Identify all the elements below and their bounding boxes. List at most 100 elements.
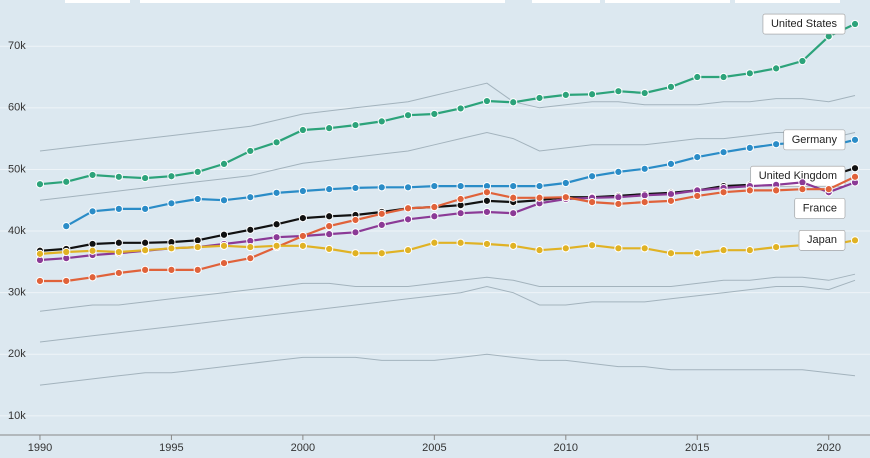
series-line — [39, 23, 856, 186]
point — [193, 194, 202, 204]
y-tick-label: 60k — [8, 102, 26, 114]
point — [219, 241, 229, 250]
point — [272, 233, 281, 242]
point — [640, 244, 649, 253]
x-tick-label: 2015 — [685, 442, 709, 454]
point — [351, 215, 360, 225]
point — [509, 193, 518, 202]
point — [456, 104, 465, 113]
point — [88, 246, 97, 255]
point — [587, 172, 597, 181]
point — [824, 185, 833, 194]
point — [850, 164, 860, 173]
x-tick-label: 1995 — [159, 442, 183, 454]
label-box — [798, 229, 846, 251]
x-tick-label: 2020 — [816, 442, 840, 454]
point — [666, 196, 676, 205]
label-text: Japan — [807, 234, 837, 246]
x-tick-label: 2010 — [554, 442, 578, 454]
point — [666, 82, 676, 91]
point — [640, 164, 649, 173]
y-tick-label: 40k — [8, 225, 26, 237]
point — [798, 56, 807, 66]
point — [377, 249, 386, 258]
point — [561, 193, 570, 202]
point — [141, 173, 150, 183]
point — [509, 181, 518, 191]
point — [62, 247, 71, 257]
point — [325, 124, 334, 133]
point — [719, 72, 728, 82]
y-tick-label: 50k — [8, 163, 26, 175]
point — [114, 247, 123, 257]
point — [325, 244, 334, 254]
point — [219, 196, 229, 205]
point — [587, 241, 597, 250]
point — [850, 19, 860, 29]
point — [535, 181, 544, 191]
point — [62, 276, 71, 286]
point — [167, 265, 176, 274]
point — [193, 236, 202, 245]
point — [798, 178, 807, 187]
point — [719, 188, 728, 197]
point — [719, 148, 728, 157]
point — [246, 146, 255, 156]
point — [403, 111, 413, 120]
point — [167, 199, 176, 208]
point — [62, 222, 71, 231]
point — [219, 159, 229, 168]
point — [377, 117, 386, 126]
point — [193, 242, 202, 252]
point — [141, 238, 150, 247]
point — [482, 96, 492, 106]
background-line — [39, 131, 856, 201]
point — [535, 93, 544, 103]
label-text: Germany — [792, 134, 838, 146]
point — [482, 207, 492, 217]
point — [666, 189, 676, 199]
point — [456, 181, 465, 191]
point — [614, 244, 623, 253]
point — [535, 246, 544, 255]
point — [351, 183, 360, 193]
point — [88, 239, 97, 249]
point — [850, 172, 860, 181]
point — [561, 90, 570, 99]
point — [351, 120, 360, 130]
point — [325, 222, 334, 231]
point — [377, 209, 386, 218]
point — [456, 209, 465, 218]
point — [772, 140, 781, 149]
point — [482, 188, 492, 197]
label-box — [794, 198, 846, 219]
x-tick-label: 2005 — [422, 442, 446, 454]
point — [850, 236, 860, 245]
point — [430, 109, 439, 119]
point — [850, 135, 860, 144]
series-line — [40, 175, 856, 283]
point — [298, 241, 307, 250]
point — [298, 125, 307, 135]
point — [114, 238, 123, 247]
point — [640, 191, 649, 200]
point — [88, 273, 97, 282]
point — [272, 138, 281, 147]
point — [614, 167, 623, 177]
point — [772, 186, 781, 195]
top-tabs — [65, 0, 840, 3]
point — [666, 249, 676, 258]
point — [35, 276, 45, 286]
point — [141, 246, 150, 255]
point — [693, 153, 702, 162]
point — [719, 246, 728, 255]
point — [587, 197, 597, 207]
point — [325, 230, 334, 239]
point — [482, 239, 492, 249]
point — [745, 186, 754, 195]
point — [640, 88, 649, 98]
point — [403, 204, 413, 213]
series-line — [39, 167, 856, 252]
point — [88, 170, 97, 180]
